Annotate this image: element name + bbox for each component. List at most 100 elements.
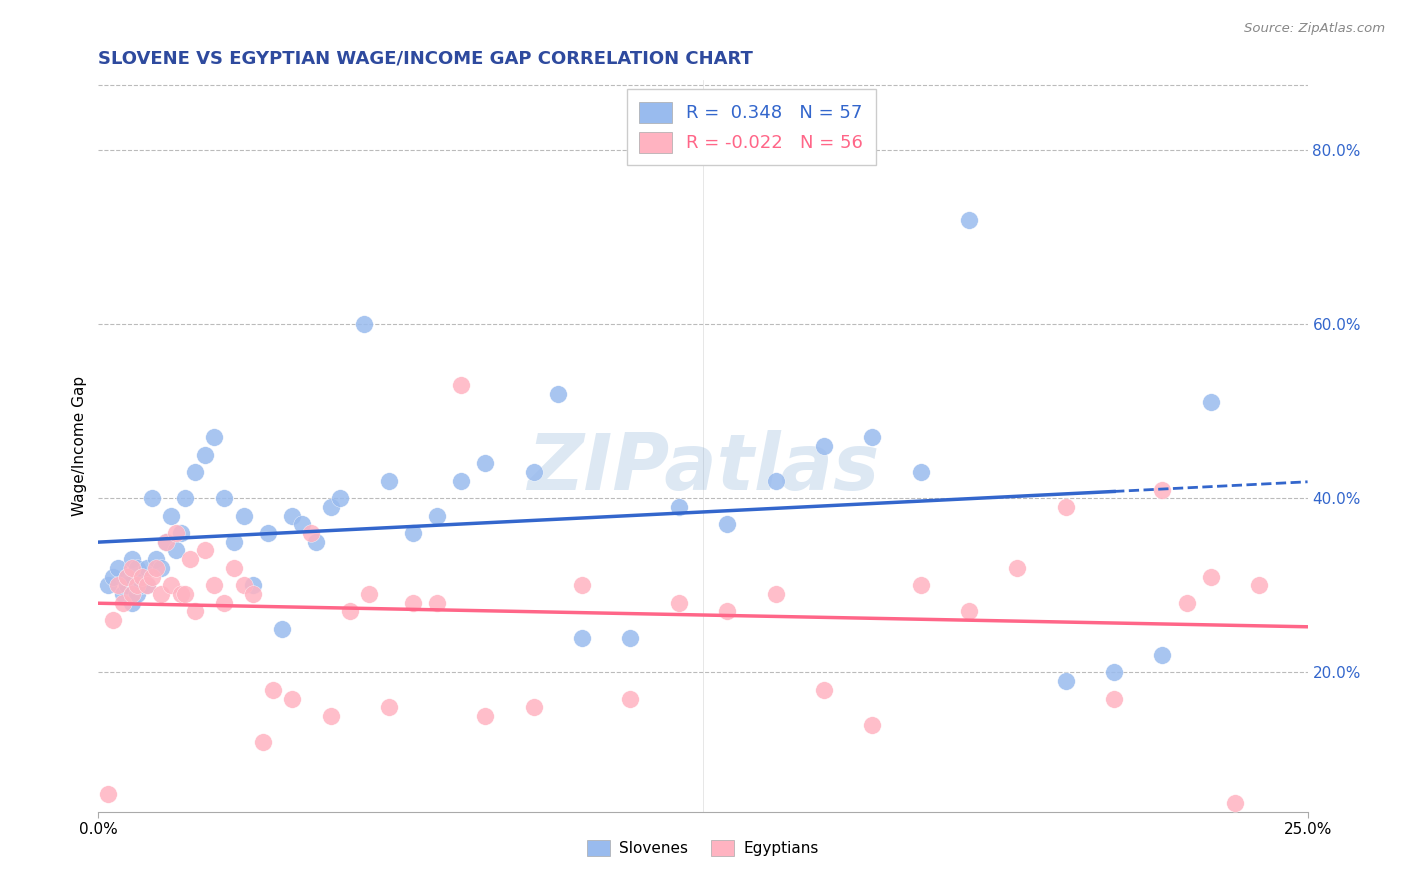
Point [547, 386, 569, 401]
Point [339, 604, 361, 618]
Point [271, 622, 294, 636]
Point [107, 561, 129, 575]
Point [169, 587, 191, 601]
Point [212, 491, 235, 506]
Point [668, 596, 690, 610]
Point [101, 569, 124, 583]
Point [252, 735, 274, 749]
Point [212, 596, 235, 610]
Point [160, 508, 183, 523]
Point [860, 430, 883, 444]
Point [377, 474, 399, 488]
Point [1223, 796, 1246, 810]
Point [329, 491, 352, 506]
Point [426, 508, 449, 523]
Point [1007, 561, 1029, 575]
Point [184, 604, 207, 618]
Point [121, 561, 143, 575]
Point [141, 569, 163, 583]
Point [127, 561, 149, 575]
Point [1175, 596, 1198, 610]
Point [860, 717, 883, 731]
Point [155, 534, 177, 549]
Point [117, 578, 139, 592]
Point [204, 578, 226, 592]
Point [765, 474, 787, 488]
Point [131, 578, 153, 592]
Point [571, 631, 593, 645]
Point [222, 534, 245, 549]
Point [910, 465, 932, 479]
Point [1199, 569, 1222, 583]
Point [232, 578, 254, 592]
Point [359, 587, 381, 601]
Point [1249, 578, 1271, 592]
Point [107, 578, 129, 592]
Point [765, 587, 787, 601]
Point [1054, 500, 1077, 514]
Point [1152, 483, 1174, 497]
Point [1102, 665, 1125, 680]
Point [353, 317, 375, 331]
Point [1102, 691, 1125, 706]
Point [523, 465, 546, 479]
Point [716, 604, 738, 618]
Point [204, 430, 226, 444]
Point [1152, 648, 1174, 662]
Legend: Slovenes, Egyptians: Slovenes, Egyptians [581, 834, 825, 863]
Point [377, 700, 399, 714]
Point [474, 709, 496, 723]
Point [165, 543, 187, 558]
Point [121, 587, 143, 601]
Point [165, 526, 187, 541]
Point [150, 561, 173, 575]
Point [145, 552, 167, 566]
Text: Source: ZipAtlas.com: Source: ZipAtlas.com [1244, 22, 1385, 36]
Point [474, 457, 496, 471]
Point [174, 491, 197, 506]
Point [242, 578, 264, 592]
Point [97, 787, 120, 801]
Point [619, 631, 641, 645]
Text: ZIPatlas: ZIPatlas [527, 430, 879, 506]
Point [141, 491, 163, 506]
Point [450, 474, 472, 488]
Point [957, 212, 980, 227]
Point [179, 552, 201, 566]
Point [256, 526, 278, 541]
Point [299, 526, 322, 541]
Point [305, 534, 328, 549]
Point [813, 439, 835, 453]
Point [194, 448, 217, 462]
Text: SLOVENE VS EGYPTIAN WAGE/INCOME GAP CORRELATION CHART: SLOVENE VS EGYPTIAN WAGE/INCOME GAP CORR… [98, 50, 754, 68]
Point [668, 500, 690, 514]
Point [174, 587, 197, 601]
Point [716, 517, 738, 532]
Point [910, 578, 932, 592]
Point [135, 578, 157, 592]
Point [101, 613, 124, 627]
Point [117, 569, 139, 583]
Point [450, 378, 472, 392]
Point [111, 596, 134, 610]
Point [232, 508, 254, 523]
Point [194, 543, 217, 558]
Point [262, 682, 284, 697]
Point [402, 596, 425, 610]
Point [281, 691, 304, 706]
Point [184, 465, 207, 479]
Point [571, 578, 593, 592]
Y-axis label: Wage/Income Gap: Wage/Income Gap [72, 376, 87, 516]
Point [127, 587, 149, 601]
Point [117, 569, 139, 583]
Point [155, 534, 177, 549]
Point [111, 587, 134, 601]
Point [319, 500, 342, 514]
Point [290, 517, 312, 532]
Point [127, 578, 149, 592]
Point [135, 578, 157, 592]
Point [523, 700, 546, 714]
Point [169, 526, 191, 541]
Point [813, 682, 835, 697]
Point [242, 587, 264, 601]
